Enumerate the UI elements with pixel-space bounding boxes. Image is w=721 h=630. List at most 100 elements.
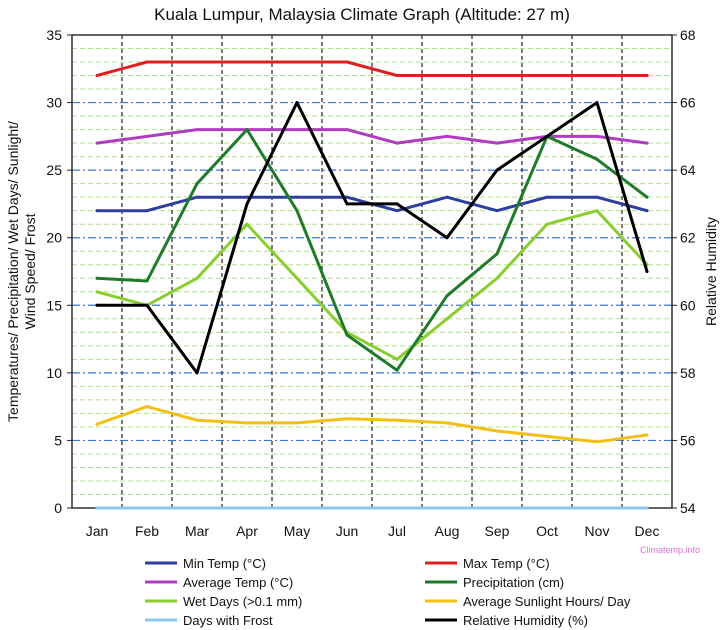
data-point-relative-humidity <box>295 101 299 105</box>
data-point-max-temp-c <box>395 74 399 78</box>
y-right-tick-label: 62 <box>680 230 696 246</box>
x-tick-label: Jun <box>336 523 359 539</box>
data-point-average-temp-c <box>395 141 399 145</box>
data-point-average-temp-c <box>645 141 649 145</box>
y-right-tick-label: 64 <box>680 162 696 178</box>
x-tick-label: Nov <box>585 523 610 539</box>
data-point-average-sunlight-hours-day <box>395 418 399 422</box>
legend-item-average-temp-c: Average Temp (°C) <box>145 575 293 590</box>
y-right-axis-label: Relative Humidity <box>703 217 719 326</box>
data-point-days-with-frost <box>345 506 349 510</box>
series-line-max-temp-c <box>95 60 649 77</box>
data-point-average-sunlight-hours-day <box>95 422 99 426</box>
data-point-average-sunlight-hours-day <box>345 417 349 421</box>
y-left-tick-label: 25 <box>46 162 62 178</box>
data-point-days-with-frost <box>245 506 249 510</box>
data-point-days-with-frost <box>645 506 649 510</box>
data-point-average-sunlight-hours-day <box>545 434 549 438</box>
data-point-precipitation-cm <box>595 157 599 161</box>
data-point-days-with-frost <box>595 506 599 510</box>
data-point-days-with-frost <box>395 506 399 510</box>
data-point-average-temp-c <box>95 141 99 145</box>
legend-item-wet-days-0-1-mm: Wet Days (>0.1 mm) <box>145 594 302 609</box>
y-left-axis-label-line: Wind Speed/ Frost <box>22 213 38 329</box>
y-left-tick-label: 0 <box>54 500 62 516</box>
x-tick-label: Jul <box>388 523 406 539</box>
series-line-average-temp-c <box>95 128 649 145</box>
data-point-precipitation-cm <box>95 276 99 280</box>
data-point-relative-humidity <box>95 303 99 307</box>
data-point-relative-humidity <box>345 202 349 206</box>
data-point-average-sunlight-hours-day <box>295 421 299 425</box>
data-point-max-temp-c <box>95 74 99 78</box>
y-left-axis-label-line: Temperatures/ Precipitation/ Wet Days/ S… <box>5 121 21 422</box>
y-right-tick-label: 60 <box>680 297 696 313</box>
x-tick-label: Oct <box>536 523 558 539</box>
data-point-average-sunlight-hours-day <box>645 433 649 437</box>
data-point-days-with-frost <box>95 506 99 510</box>
data-point-precipitation-cm <box>295 209 299 213</box>
legend-label: Wet Days (>0.1 mm) <box>183 594 302 609</box>
data-point-average-sunlight-hours-day <box>495 429 499 433</box>
y-right-tick-label: 56 <box>680 432 696 448</box>
legend-label: Precipitation (cm) <box>463 575 564 590</box>
chart-title: Kuala Lumpur, Malaysia Climate Graph (Al… <box>154 5 570 24</box>
y-left-tick-label: 5 <box>54 432 62 448</box>
data-point-relative-humidity <box>495 168 499 172</box>
series-line-precipitation-cm <box>95 128 649 372</box>
data-point-min-temp-c <box>395 209 399 213</box>
x-tick-label: Jan <box>86 523 109 539</box>
data-point-min-temp-c <box>345 195 349 199</box>
data-point-relative-humidity <box>195 371 199 375</box>
data-point-max-temp-c <box>345 60 349 64</box>
data-point-precipitation-cm <box>445 294 449 298</box>
data-point-min-temp-c <box>145 209 149 213</box>
series-line-relative-humidity <box>95 101 649 375</box>
y-left-axis-label: Temperatures/ Precipitation/ Wet Days/ S… <box>5 121 38 422</box>
data-point-min-temp-c <box>545 195 549 199</box>
data-point-max-temp-c <box>295 60 299 64</box>
data-point-precipitation-cm <box>145 279 149 283</box>
x-tick-label: Apr <box>236 523 258 539</box>
legend-label: Min Temp (°C) <box>183 556 266 571</box>
data-point-precipitation-cm <box>495 252 499 256</box>
data-point-average-temp-c <box>295 128 299 132</box>
data-point-max-temp-c <box>245 60 249 64</box>
data-point-average-temp-c <box>595 134 599 138</box>
data-point-precipitation-cm <box>195 182 199 186</box>
y-right-tick-label: 68 <box>680 27 696 43</box>
legend-label: Relative Humidity (%) <box>463 613 588 628</box>
data-point-min-temp-c <box>645 209 649 213</box>
x-tick-label: Aug <box>435 523 460 539</box>
x-tick-label: Feb <box>135 523 159 539</box>
legend-item-average-sunlight-hours-day: Average Sunlight Hours/ Day <box>425 594 631 609</box>
legend-label: Average Sunlight Hours/ Day <box>463 594 631 609</box>
watermark: Climatemp.info <box>640 545 700 555</box>
legend-label: Max Temp (°C) <box>463 556 550 571</box>
data-point-min-temp-c <box>295 195 299 199</box>
data-point-min-temp-c <box>195 195 199 199</box>
data-point-min-temp-c <box>495 209 499 213</box>
data-point-wet-days-0-1-mm <box>95 290 99 294</box>
data-point-average-temp-c <box>445 134 449 138</box>
data-point-wet-days-0-1-mm <box>595 209 599 213</box>
y-left-tick-label: 10 <box>46 365 62 381</box>
y-right-tick-label: 58 <box>680 365 696 381</box>
data-point-average-temp-c <box>345 128 349 132</box>
data-point-wet-days-0-1-mm <box>395 357 399 361</box>
data-point-wet-days-0-1-mm <box>195 276 199 280</box>
data-point-min-temp-c <box>245 195 249 199</box>
data-point-average-sunlight-hours-day <box>195 418 199 422</box>
data-point-average-sunlight-hours-day <box>145 405 149 409</box>
data-point-days-with-frost <box>195 506 199 510</box>
data-point-relative-humidity <box>445 236 449 240</box>
data-point-days-with-frost <box>495 506 499 510</box>
data-point-min-temp-c <box>445 195 449 199</box>
data-point-relative-humidity <box>545 134 549 138</box>
data-point-precipitation-cm <box>345 333 349 337</box>
data-point-max-temp-c <box>545 74 549 78</box>
y-left-tick-label: 30 <box>46 95 62 111</box>
y-left-tick-label: 35 <box>46 27 62 43</box>
data-point-relative-humidity <box>145 303 149 307</box>
